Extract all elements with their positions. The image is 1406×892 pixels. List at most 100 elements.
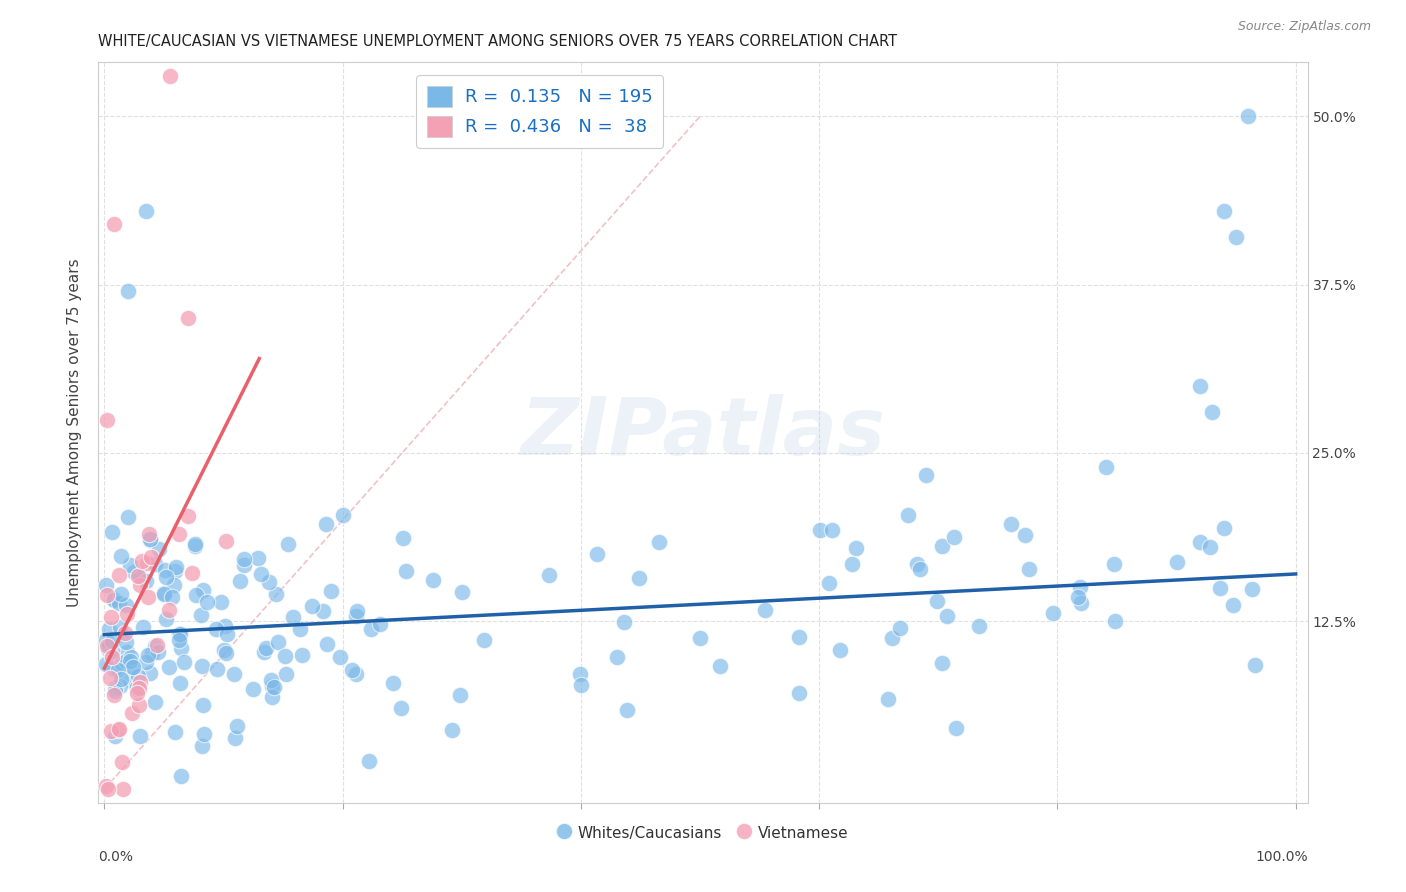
Point — [155, 612, 177, 626]
Point — [110, 549, 132, 563]
Point — [184, 537, 207, 551]
Point — [100, 650, 122, 665]
Point — [274, 648, 297, 663]
Point — [132, 620, 155, 634]
Point — [127, 568, 149, 582]
Point — [141, 646, 163, 660]
Point — [787, 686, 810, 700]
Point — [1104, 614, 1126, 628]
Point — [818, 576, 841, 591]
Point — [1188, 535, 1211, 549]
Text: ZIPatlas: ZIPatlas — [520, 393, 886, 472]
Point — [169, 626, 191, 640]
Point — [177, 311, 200, 326]
Point — [1014, 528, 1036, 542]
Point — [1102, 557, 1125, 571]
Point — [155, 570, 177, 584]
Point — [340, 663, 363, 677]
Point — [127, 682, 149, 697]
Point — [96, 588, 118, 602]
Point — [841, 557, 863, 571]
Point — [969, 619, 991, 633]
Point — [931, 656, 953, 670]
Point — [1213, 203, 1236, 218]
Point — [159, 69, 181, 83]
Point — [97, 622, 120, 636]
Point — [876, 692, 898, 706]
Point — [191, 658, 214, 673]
Point — [167, 627, 190, 641]
Point — [184, 539, 207, 553]
Point — [111, 657, 134, 671]
Point — [193, 698, 215, 713]
Point — [122, 565, 145, 579]
Point — [94, 657, 117, 672]
Point — [115, 598, 138, 612]
Point — [648, 534, 671, 549]
Point — [111, 756, 134, 770]
Text: Source: ZipAtlas.com: Source: ZipAtlas.com — [1237, 20, 1371, 33]
Point — [94, 633, 117, 648]
Legend: Whites/Caucasians, Vietnamese: Whites/Caucasians, Vietnamese — [553, 819, 853, 847]
Point — [215, 534, 238, 549]
Point — [103, 217, 125, 231]
Point — [449, 688, 471, 702]
Point — [242, 682, 264, 697]
Point — [450, 584, 472, 599]
Point — [103, 592, 125, 607]
Point — [139, 532, 162, 546]
Point — [845, 541, 868, 555]
Point — [311, 604, 333, 618]
Point — [121, 660, 143, 674]
Point — [360, 622, 382, 636]
Point — [569, 678, 592, 692]
Point — [118, 654, 141, 668]
Point — [110, 679, 132, 693]
Point — [191, 739, 214, 754]
Point — [135, 655, 157, 669]
Point — [266, 634, 288, 648]
Point — [260, 690, 283, 705]
Point — [176, 508, 198, 523]
Point — [250, 567, 273, 582]
Point — [129, 578, 152, 592]
Point — [391, 531, 413, 545]
Point — [422, 574, 444, 588]
Point — [138, 591, 160, 605]
Point — [121, 706, 143, 720]
Point — [110, 672, 132, 686]
Point — [103, 688, 125, 702]
Point — [118, 558, 141, 573]
Point — [357, 755, 380, 769]
Point — [103, 592, 125, 607]
Point — [257, 574, 280, 589]
Point — [143, 639, 166, 653]
Point — [135, 203, 157, 218]
Point — [274, 667, 297, 681]
Point — [606, 649, 628, 664]
Point — [162, 578, 184, 592]
Point — [233, 558, 256, 572]
Point — [127, 685, 149, 699]
Y-axis label: Unemployment Among Seniors over 75 years: Unemployment Among Seniors over 75 years — [67, 259, 83, 607]
Point — [157, 660, 180, 674]
Point — [319, 584, 342, 599]
Point — [247, 551, 270, 566]
Point — [910, 561, 932, 575]
Point — [135, 556, 157, 570]
Point — [115, 607, 138, 622]
Point — [101, 524, 124, 539]
Point — [94, 779, 117, 793]
Point — [382, 676, 405, 690]
Point — [107, 664, 129, 678]
Point — [148, 645, 170, 659]
Point — [945, 721, 967, 735]
Point — [129, 674, 152, 689]
Point — [344, 667, 367, 681]
Point — [1225, 230, 1247, 244]
Point — [897, 508, 920, 522]
Point — [209, 595, 232, 609]
Point — [283, 610, 305, 624]
Point — [191, 583, 214, 598]
Point — [205, 622, 228, 636]
